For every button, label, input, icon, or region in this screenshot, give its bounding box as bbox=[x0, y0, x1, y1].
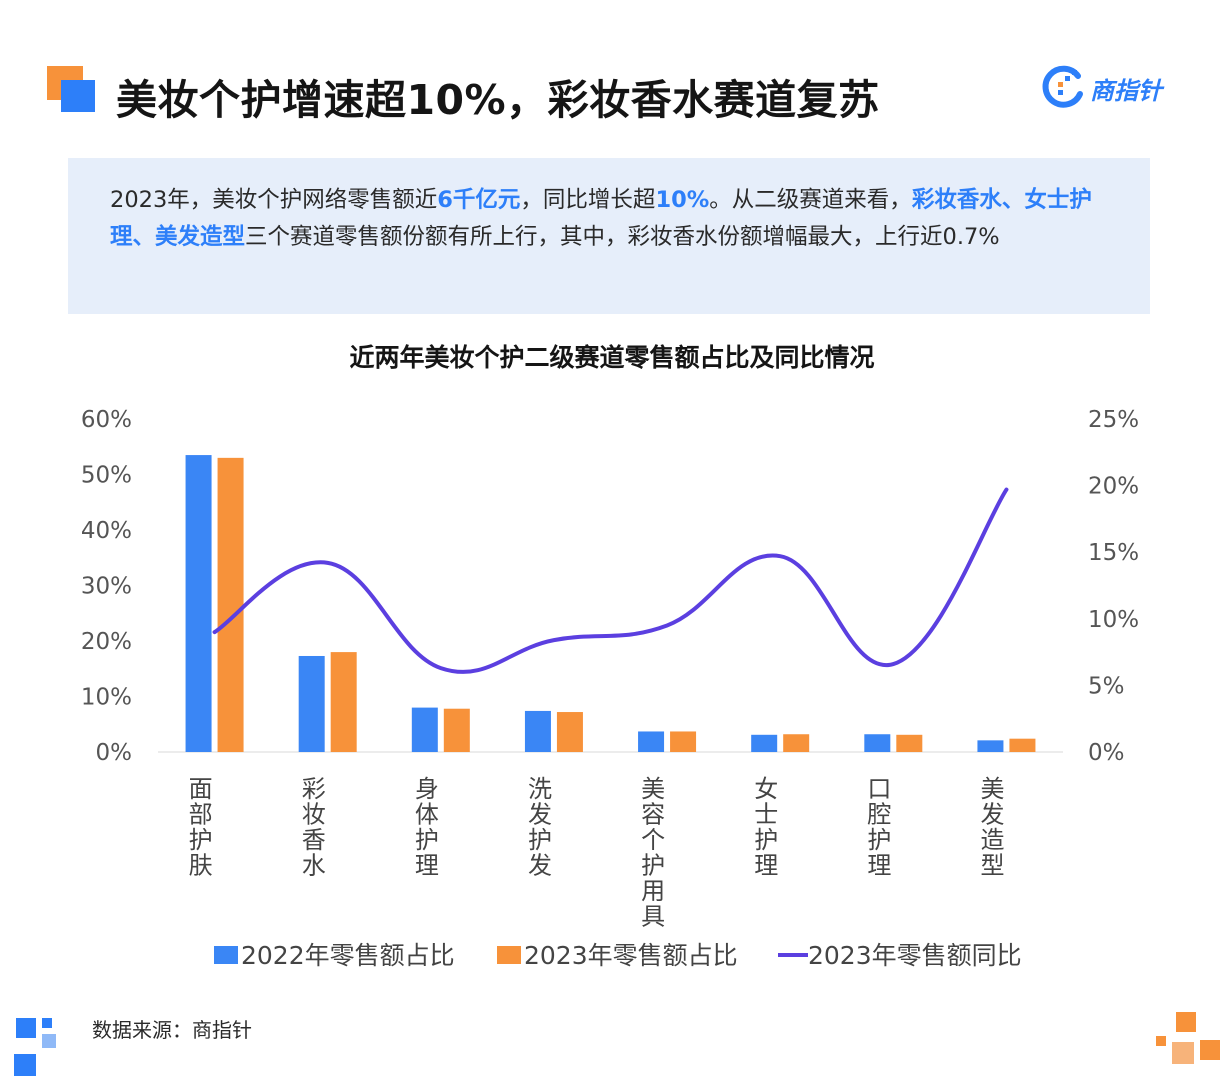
right-axis-tick-label: 25% bbox=[1088, 407, 1139, 433]
summary-text-1: 2023年，美妆个护网络零售额近 bbox=[110, 187, 438, 213]
decor-square bbox=[1172, 1042, 1194, 1064]
summary-text-2: ，同比增长超 bbox=[520, 187, 656, 213]
right-axis-tick-label: 20% bbox=[1088, 474, 1139, 500]
left-axis-tick-label: 40% bbox=[81, 518, 132, 544]
bar-2023-2 bbox=[443, 708, 470, 752]
page-title: 美妆个护增速超10%，彩妆香水赛道复苏 bbox=[116, 76, 880, 124]
bar-2023-5 bbox=[783, 734, 810, 752]
category-label: 彩妆香水 bbox=[302, 775, 326, 880]
category-label: 身体护理 bbox=[415, 775, 439, 880]
summary-text-4: 三个赛道零售额份额有所上行，其中，彩妆香水份额增幅最大，上行近0.7% bbox=[245, 224, 1000, 250]
bar-2022-2 bbox=[411, 707, 438, 752]
bar-2023-0 bbox=[217, 457, 244, 752]
legend-label-2: 2023年零售额同比 bbox=[808, 941, 1022, 970]
combo-chart: 60% 50% 40% 30% 20% 10% 0% 25% 20% 15% 10% 5% 0% 面部护肤… bbox=[81, 407, 1139, 970]
legend-swatch-1 bbox=[497, 946, 521, 964]
bar-2022-5 bbox=[751, 734, 778, 752]
bar-2023-4 bbox=[670, 731, 697, 752]
summary-highlight-tracks: 彩妆香水、女士护理、美发造型 bbox=[110, 187, 1092, 250]
decor-square bbox=[1200, 1040, 1220, 1060]
left-axis-tick-label: 30% bbox=[81, 574, 132, 600]
category-label: 美发造型 bbox=[980, 775, 1004, 880]
legend-swatch-0 bbox=[214, 946, 238, 964]
decor-square bbox=[1156, 1036, 1166, 1046]
compass-logo-icon bbox=[1042, 65, 1083, 108]
decor-square bbox=[14, 1054, 36, 1076]
category-label: 美容个护用具 bbox=[641, 775, 665, 931]
summary-highlight-sales: 6千亿元 bbox=[437, 187, 521, 213]
legend-label-1: 2023年零售额占比 bbox=[524, 941, 738, 970]
right-axis-tick-label: 15% bbox=[1088, 540, 1139, 566]
bar-2022-3 bbox=[524, 710, 551, 752]
summary-highlight-growth: 10% bbox=[655, 187, 710, 213]
left-axis-tick-label: 0% bbox=[96, 740, 133, 766]
brand-logo: 商指针 bbox=[1038, 64, 1162, 112]
bar-2022-0 bbox=[185, 455, 212, 752]
left-axis-tick-label: 10% bbox=[81, 685, 132, 711]
left-axis-tick-label: 20% bbox=[81, 629, 132, 655]
category-label: 面部护肤 bbox=[189, 775, 213, 880]
bar-2023-3 bbox=[556, 712, 583, 752]
decor-square bbox=[16, 1018, 36, 1038]
category-label: 女士护理 bbox=[754, 775, 778, 880]
brand-name: 商指针 bbox=[1090, 76, 1162, 105]
bar-2023-1 bbox=[330, 652, 357, 752]
left-axis-tick-label: 50% bbox=[81, 463, 132, 489]
bar-2022-6 bbox=[864, 734, 891, 752]
left-axis-tick-label: 60% bbox=[81, 407, 132, 433]
line-2023-yoy bbox=[212, 487, 1009, 674]
decor-square bbox=[42, 1018, 52, 1028]
right-axis-tick-label: 10% bbox=[1088, 607, 1139, 633]
title-accent-blue bbox=[61, 80, 95, 112]
bar-2022-1 bbox=[298, 655, 325, 752]
category-label: 口腔护理 bbox=[867, 775, 891, 880]
data-source: 数据来源：商指针 bbox=[92, 1018, 252, 1042]
right-axis-tick-label: 0% bbox=[1088, 740, 1125, 766]
category-label: 洗发护发 bbox=[528, 775, 552, 880]
right-axis-tick-label: 5% bbox=[1088, 673, 1125, 699]
legend-label-0: 2022年零售额占比 bbox=[241, 941, 455, 970]
summary-text-3: 。从二级赛道来看， bbox=[709, 187, 912, 213]
bar-2022-7 bbox=[977, 740, 1004, 752]
bar-2023-7 bbox=[1009, 738, 1036, 752]
bar-2022-4 bbox=[638, 731, 665, 752]
decor-square bbox=[42, 1034, 56, 1048]
summary-box: 2023年，美妆个护网络零售额近6千亿元，同比增长超10%。从二级赛道来看，彩妆… bbox=[68, 158, 1150, 314]
decor-square bbox=[1176, 1012, 1196, 1032]
chart-title: 近两年美妆个护二级赛道零售额占比及同比情况 bbox=[349, 343, 875, 372]
bar-2023-6 bbox=[896, 734, 923, 752]
